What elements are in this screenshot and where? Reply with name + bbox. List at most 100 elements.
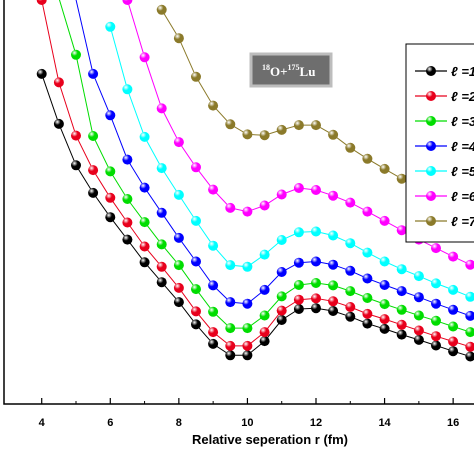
data-point: [225, 350, 236, 361]
legend-marker: [426, 191, 436, 201]
legend-label: ℓ =5: [451, 164, 474, 179]
data-point: [379, 323, 390, 334]
data-point: [191, 306, 201, 317]
data-point: [156, 277, 167, 288]
data-point: [139, 52, 150, 63]
data-point: [139, 257, 150, 268]
data-point: [259, 327, 270, 338]
data-point: [396, 286, 407, 297]
data-point: [413, 292, 424, 303]
data-point: [36, 0, 47, 5]
data-point: [225, 260, 236, 271]
x-tick-label: 8: [176, 417, 182, 429]
data-point: [396, 225, 407, 236]
data-point: [448, 336, 459, 347]
data-point: [379, 314, 390, 325]
reaction-mass-o: 18: [262, 63, 270, 72]
data-point: [71, 49, 81, 60]
data-point: [396, 264, 407, 275]
data-point: [379, 163, 390, 174]
data-point: [259, 200, 270, 211]
data-point: [156, 261, 167, 272]
data-point: [208, 184, 219, 195]
data-point: [465, 327, 474, 338]
data-point: [242, 298, 253, 309]
data-point: [276, 315, 287, 325]
data-point: [362, 247, 373, 258]
data-point: [431, 278, 441, 289]
data-point: [448, 284, 459, 295]
plot-frame: [3, 0, 474, 405]
data-point: [156, 163, 167, 174]
data-point: [362, 293, 373, 303]
data-point: [122, 234, 133, 245]
reaction-element-lu: Lu: [300, 64, 316, 79]
x-tick-label: 14: [378, 417, 391, 429]
data-point: [259, 249, 270, 260]
data-point: [311, 226, 321, 237]
x-axis-title: Relative seperation r (fm): [192, 432, 348, 447]
legend-marker: [426, 141, 436, 151]
data-point: [191, 162, 201, 173]
data-point: [413, 325, 424, 336]
data-point: [191, 319, 201, 330]
data-point: [88, 131, 99, 141]
data-point: [311, 278, 321, 288]
data-point: [379, 215, 390, 226]
data-point: [431, 315, 441, 326]
data-point: [225, 297, 236, 308]
data-point: [328, 230, 339, 241]
data-point: [362, 273, 373, 284]
x-tick-label: 16: [447, 417, 459, 429]
x-tick-label: 10: [241, 417, 253, 429]
data-point: [413, 271, 424, 282]
data-point: [242, 129, 253, 140]
data-point: [465, 341, 474, 352]
legend-marker: [426, 66, 436, 76]
data-point: [431, 340, 441, 351]
data-point: [156, 207, 167, 218]
data-point: [105, 212, 116, 223]
data-point: [156, 239, 167, 250]
data-point: [173, 189, 184, 200]
data-point: [345, 238, 356, 249]
legend-marker: [426, 91, 436, 101]
data-point: [362, 153, 373, 164]
data-point: [345, 311, 356, 322]
legend-label: ℓ =3: [451, 114, 474, 129]
data-point: [276, 267, 287, 277]
data-point: [156, 4, 167, 15]
data-point: [311, 185, 321, 195]
data-point: [88, 68, 99, 79]
data-point: [328, 296, 339, 307]
legend: ℓ =1 ℓ =2 ℓ =3 ℓ =4 ℓ =5 ℓ =6 ℓ =7: [405, 43, 474, 243]
data-point: [362, 308, 373, 319]
legend-marker: [426, 116, 436, 126]
data-point: [413, 310, 424, 321]
data-point: [396, 329, 407, 340]
data-point: [139, 217, 150, 228]
data-point: [156, 103, 167, 114]
reaction-box-bg: [249, 52, 333, 88]
data-point: [173, 33, 184, 44]
data-point: [208, 280, 219, 291]
data-point: [448, 251, 459, 262]
data-point: [122, 194, 133, 204]
data-point: [225, 340, 236, 351]
data-point: [293, 294, 304, 305]
data-point: [173, 297, 184, 308]
data-point: [191, 256, 201, 267]
data-point: [293, 227, 304, 238]
data-point: [259, 284, 270, 295]
series-4: [75, 0, 474, 321]
data-point: [173, 282, 184, 293]
legend-label: ℓ =2: [451, 89, 474, 104]
data-point: [328, 259, 339, 270]
data-point: [139, 131, 150, 142]
data-point: [448, 304, 459, 315]
data-point: [191, 284, 201, 295]
data-point: [208, 240, 219, 251]
data-point: [242, 323, 253, 334]
legend-marker: [426, 216, 436, 226]
